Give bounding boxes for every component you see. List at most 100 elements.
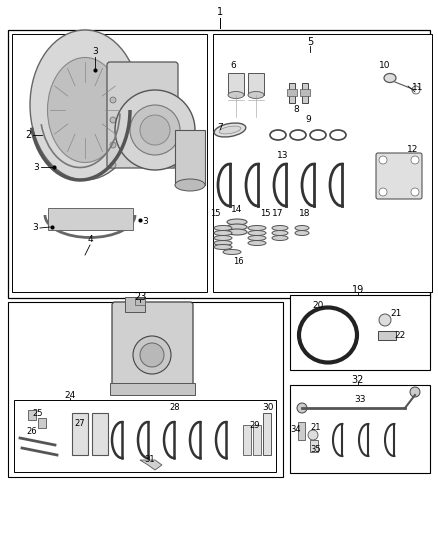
Bar (135, 298, 145, 305)
Bar (263, 413, 271, 455)
Bar (110, 383, 195, 395)
Text: 3: 3 (142, 217, 148, 227)
Bar (72, 413, 88, 455)
Ellipse shape (223, 249, 241, 254)
Text: 18: 18 (299, 208, 311, 217)
Text: 11: 11 (412, 84, 424, 93)
Text: 19: 19 (352, 285, 364, 295)
Bar (243, 425, 251, 455)
Bar (213, 34, 432, 292)
Text: 31: 31 (145, 456, 155, 464)
Text: 3: 3 (33, 163, 39, 172)
Ellipse shape (133, 336, 171, 374)
Ellipse shape (115, 90, 195, 170)
Ellipse shape (140, 115, 170, 145)
Ellipse shape (227, 219, 247, 225)
Ellipse shape (47, 58, 123, 163)
Ellipse shape (248, 92, 264, 99)
Text: 20: 20 (312, 301, 324, 310)
Circle shape (379, 314, 391, 326)
Circle shape (169, 162, 175, 168)
Text: 10: 10 (379, 61, 391, 69)
Bar (125, 297, 145, 312)
Bar (14, 400, 276, 472)
Ellipse shape (140, 343, 164, 367)
Bar (92, 413, 108, 455)
Bar (289, 83, 295, 103)
Circle shape (297, 403, 307, 413)
Text: 29: 29 (250, 421, 260, 430)
Text: 27: 27 (75, 418, 85, 427)
Text: 22: 22 (394, 332, 406, 341)
FancyBboxPatch shape (376, 153, 422, 199)
Bar (310, 440, 318, 452)
Text: 16: 16 (233, 257, 244, 266)
Ellipse shape (214, 236, 232, 240)
Text: 3: 3 (32, 223, 38, 232)
Text: 9: 9 (305, 116, 311, 125)
Text: 35: 35 (311, 446, 321, 455)
Circle shape (308, 430, 318, 440)
Text: 2: 2 (25, 130, 31, 140)
FancyBboxPatch shape (107, 62, 178, 168)
Bar (28, 410, 36, 420)
Ellipse shape (272, 225, 288, 230)
Ellipse shape (248, 236, 266, 240)
Bar (290, 295, 430, 370)
Bar (8, 30, 430, 298)
Bar (12, 34, 207, 292)
FancyBboxPatch shape (112, 302, 193, 388)
Ellipse shape (214, 240, 232, 246)
Bar (248, 73, 264, 95)
Text: 15: 15 (260, 208, 270, 217)
Ellipse shape (384, 74, 396, 83)
Bar (302, 83, 308, 103)
Circle shape (379, 156, 387, 164)
Ellipse shape (248, 230, 266, 236)
Text: 1: 1 (217, 7, 223, 17)
Ellipse shape (219, 126, 241, 134)
Text: 12: 12 (407, 146, 419, 155)
Text: 26: 26 (27, 427, 37, 437)
Circle shape (379, 188, 387, 196)
Text: 4: 4 (87, 236, 93, 245)
Ellipse shape (214, 245, 232, 249)
Ellipse shape (175, 179, 205, 191)
Text: 25: 25 (33, 408, 43, 417)
Ellipse shape (214, 123, 246, 137)
Ellipse shape (272, 230, 288, 236)
Ellipse shape (130, 105, 180, 155)
Text: 33: 33 (354, 395, 366, 405)
Bar (378, 331, 396, 340)
Text: 17: 17 (272, 208, 284, 217)
Text: 7: 7 (217, 123, 223, 132)
Text: 6: 6 (230, 61, 236, 69)
Text: 28: 28 (170, 403, 180, 413)
Bar (228, 73, 244, 95)
Text: 21: 21 (311, 424, 321, 432)
Circle shape (169, 97, 175, 103)
Ellipse shape (30, 30, 140, 180)
Circle shape (110, 97, 116, 103)
Ellipse shape (248, 225, 266, 230)
Bar (38, 418, 46, 428)
Bar (290, 385, 430, 473)
Bar (300, 89, 310, 96)
Ellipse shape (295, 225, 309, 230)
Text: 23: 23 (134, 292, 146, 302)
Text: 34: 34 (291, 425, 301, 434)
Circle shape (110, 117, 116, 123)
Bar (287, 89, 297, 96)
Bar (253, 425, 261, 455)
Text: 3: 3 (92, 47, 98, 56)
Circle shape (169, 117, 175, 123)
Ellipse shape (227, 224, 247, 230)
Bar (48, 208, 133, 230)
Ellipse shape (248, 240, 266, 246)
Circle shape (411, 156, 419, 164)
Ellipse shape (214, 225, 232, 230)
Ellipse shape (214, 230, 232, 236)
Text: 5: 5 (307, 37, 313, 47)
Circle shape (169, 142, 175, 148)
Circle shape (110, 142, 116, 148)
